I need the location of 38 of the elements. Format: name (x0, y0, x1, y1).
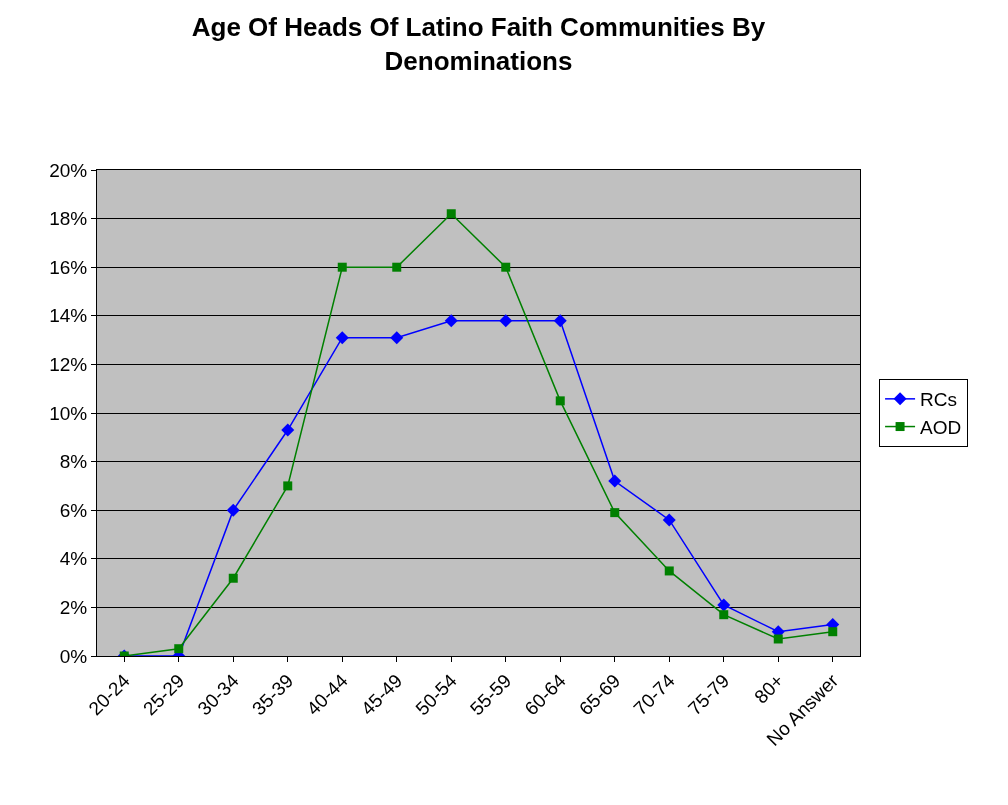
point (608, 474, 622, 488)
y-tick-label: 4% (59, 548, 88, 570)
y-tick-label: 16% (49, 256, 88, 278)
y-tick-label: 0% (59, 645, 88, 667)
y-tick-label: 10% (49, 402, 88, 424)
point (555, 396, 565, 406)
y-tick-label: 20% (49, 159, 88, 181)
point (390, 331, 404, 345)
point (662, 513, 676, 527)
point (228, 573, 238, 583)
point (501, 262, 511, 272)
legend-label: AOD (920, 416, 962, 438)
y-tick-label: 14% (49, 305, 88, 327)
point (281, 423, 295, 437)
point (610, 508, 620, 518)
point (499, 314, 513, 328)
point (446, 209, 456, 219)
point (174, 644, 184, 654)
point (392, 262, 402, 272)
x-tick-label: 80+ (750, 670, 788, 708)
point (828, 627, 838, 637)
chart-title: Age Of Heads Of Latino Faith Communities By Denominations (191, 12, 766, 77)
point (337, 262, 347, 272)
point (444, 314, 458, 328)
point (283, 481, 293, 491)
point (773, 634, 783, 644)
point (226, 503, 240, 517)
legend-label: RCs (920, 389, 958, 411)
y-tick-label: 12% (49, 354, 88, 376)
y-tick-label: 18% (49, 208, 88, 230)
y-tick-label: 2% (59, 597, 88, 619)
point (553, 314, 567, 328)
y-tick-label: 8% (59, 451, 88, 473)
point (335, 331, 349, 345)
point (664, 566, 674, 576)
point (717, 598, 731, 612)
point (719, 610, 729, 620)
y-tick-label: 6% (59, 499, 88, 521)
